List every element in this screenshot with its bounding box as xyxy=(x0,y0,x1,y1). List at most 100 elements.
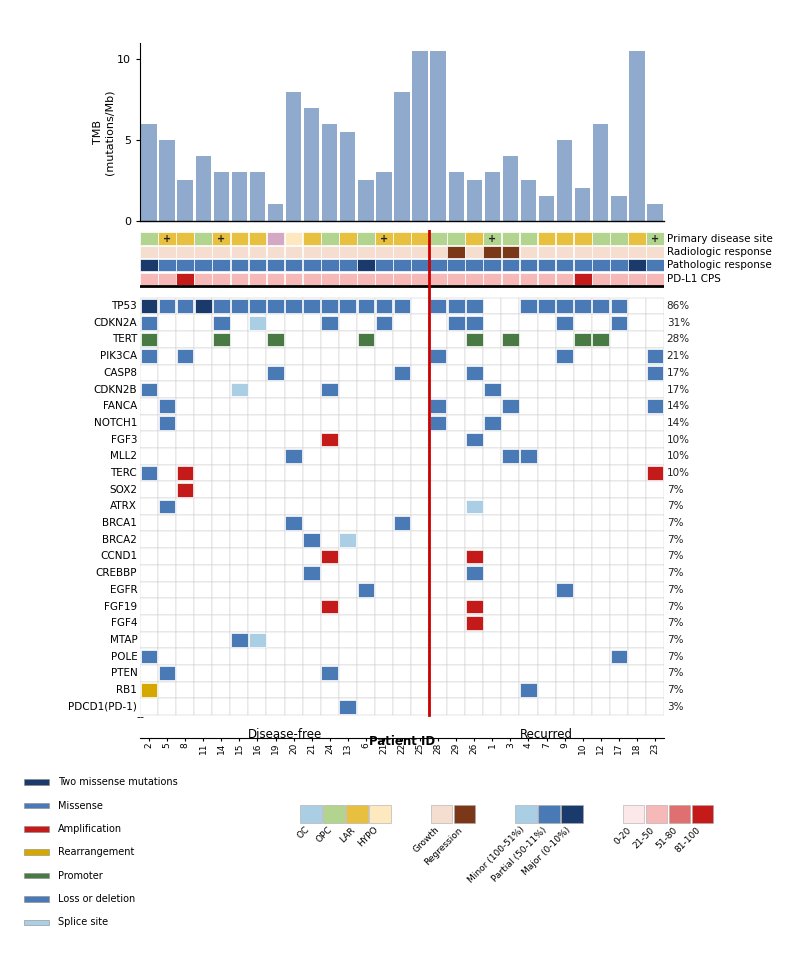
Bar xyxy=(212,297,230,315)
Bar xyxy=(176,698,194,715)
Bar xyxy=(194,565,212,581)
Text: CDKN2A: CDKN2A xyxy=(94,317,138,328)
Bar xyxy=(285,414,302,432)
Bar xyxy=(393,632,411,648)
Bar xyxy=(321,698,338,715)
Bar xyxy=(430,349,446,363)
Bar xyxy=(646,399,663,413)
Bar xyxy=(338,398,357,414)
Bar xyxy=(357,549,375,565)
Bar xyxy=(176,531,194,549)
Bar xyxy=(628,549,646,565)
Bar xyxy=(538,698,555,715)
Bar xyxy=(303,259,321,271)
Bar xyxy=(338,665,357,682)
Bar xyxy=(230,348,249,364)
Bar xyxy=(212,581,230,598)
Text: Minor (100-51%): Minor (100-51%) xyxy=(466,825,526,885)
Bar xyxy=(322,124,338,221)
Bar xyxy=(176,682,194,698)
Bar xyxy=(194,515,212,531)
Bar xyxy=(610,549,628,565)
Bar xyxy=(176,432,194,448)
Bar xyxy=(393,465,411,481)
Bar xyxy=(429,515,447,531)
Bar xyxy=(411,632,429,648)
Bar xyxy=(574,246,591,258)
Bar xyxy=(230,598,249,615)
Bar xyxy=(375,565,393,581)
Bar xyxy=(610,382,628,398)
Bar xyxy=(610,465,628,481)
Bar xyxy=(230,331,249,348)
Bar xyxy=(370,805,390,823)
Bar xyxy=(519,398,538,414)
Bar xyxy=(447,632,466,648)
Bar xyxy=(646,366,663,380)
Bar xyxy=(519,498,538,515)
Text: 14%: 14% xyxy=(666,418,690,428)
Bar xyxy=(230,615,249,632)
Bar xyxy=(628,382,646,398)
Bar xyxy=(502,156,518,221)
Bar xyxy=(140,682,158,698)
Bar xyxy=(447,259,465,271)
Bar xyxy=(538,531,555,549)
Bar xyxy=(212,315,230,331)
Bar xyxy=(176,615,194,632)
Text: Promoter: Promoter xyxy=(58,871,103,880)
Bar xyxy=(140,315,158,331)
Bar xyxy=(357,331,375,348)
Bar xyxy=(158,481,176,498)
Bar xyxy=(393,531,411,549)
Bar xyxy=(429,632,447,648)
Bar xyxy=(574,232,591,245)
Bar xyxy=(538,272,555,285)
Bar xyxy=(628,581,646,598)
Bar xyxy=(302,698,321,715)
Bar xyxy=(267,333,284,346)
Bar xyxy=(285,531,302,549)
Bar xyxy=(592,581,610,598)
Bar xyxy=(213,272,230,285)
Bar xyxy=(483,648,502,665)
Bar xyxy=(430,299,446,313)
Bar xyxy=(266,581,285,598)
Bar xyxy=(338,648,357,665)
Bar xyxy=(429,414,447,432)
Bar xyxy=(483,414,502,432)
Bar xyxy=(176,648,194,665)
Bar xyxy=(647,204,662,221)
Bar xyxy=(375,615,393,632)
Bar xyxy=(176,259,194,271)
Bar xyxy=(338,348,357,364)
Bar xyxy=(574,515,592,531)
Bar xyxy=(411,259,429,271)
Bar xyxy=(321,382,338,398)
Bar xyxy=(574,299,591,313)
Bar xyxy=(230,432,249,448)
Bar xyxy=(285,665,302,682)
Text: Disease-free: Disease-free xyxy=(247,728,322,740)
Bar xyxy=(502,615,519,632)
Bar xyxy=(538,348,555,364)
Bar xyxy=(230,398,249,414)
Bar xyxy=(466,565,483,581)
Bar xyxy=(158,500,175,513)
Bar xyxy=(574,465,592,481)
Bar xyxy=(321,665,338,682)
Text: NOTCH1: NOTCH1 xyxy=(94,418,138,428)
Bar xyxy=(158,665,176,682)
Text: CASP8: CASP8 xyxy=(103,368,138,378)
Bar xyxy=(213,316,230,330)
Bar xyxy=(502,432,519,448)
Bar xyxy=(321,432,338,448)
Bar xyxy=(249,348,266,364)
Bar xyxy=(212,665,230,682)
Bar xyxy=(628,364,646,382)
Bar xyxy=(375,297,393,315)
Bar xyxy=(411,331,429,348)
Bar xyxy=(466,180,482,221)
Bar xyxy=(321,581,338,598)
Bar xyxy=(592,665,610,682)
